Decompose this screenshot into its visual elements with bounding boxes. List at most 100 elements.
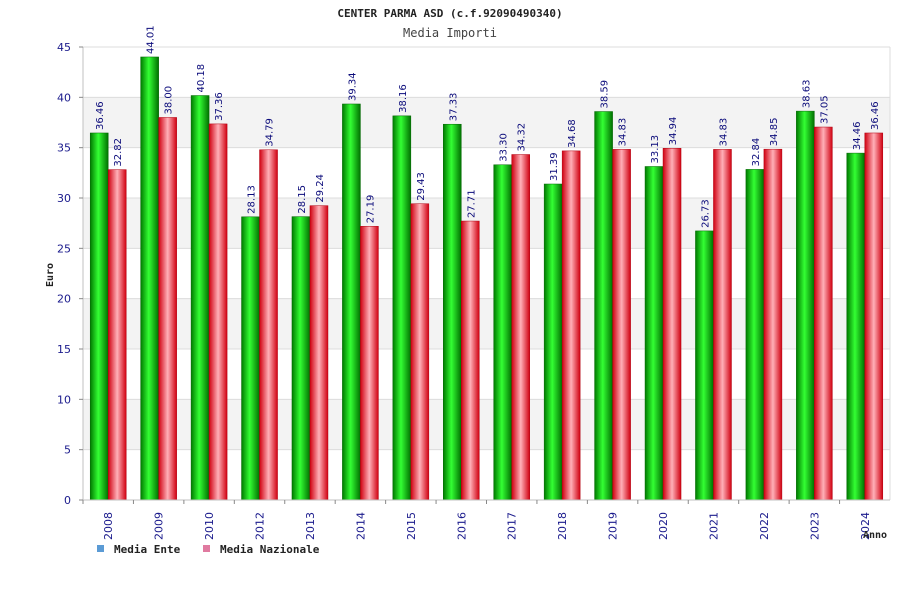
bar-media-nazionale [410, 203, 430, 501]
y-tick-label: 45 [57, 41, 71, 54]
data-label: 34.85 [769, 118, 780, 147]
bar-media-nazionale [662, 148, 682, 501]
bar-media-ente [392, 115, 412, 501]
y-tick-label: 35 [57, 142, 71, 155]
x-tick-label: 2010 [203, 512, 216, 540]
bar-media-nazionale [259, 149, 278, 501]
data-label: 34.32 [517, 123, 528, 152]
x-tick-label: 2024 [859, 512, 872, 540]
data-label: 26.73 [700, 199, 711, 228]
x-tick-label: 2018 [556, 512, 569, 540]
data-label: 29.43 [416, 172, 427, 201]
bar-media-ente [241, 216, 260, 501]
data-label: 37.33 [448, 93, 459, 122]
y-tick-label: 10 [57, 393, 71, 406]
bar-media-ente [695, 230, 714, 501]
bar-media-nazionale [814, 126, 833, 501]
data-label: 32.84 [751, 138, 762, 167]
data-label: 34.46 [852, 121, 863, 150]
x-tick-label: 2015 [405, 512, 418, 540]
x-tick-label: 2013 [304, 512, 317, 540]
y-tick-label: 30 [57, 192, 71, 205]
bar-media-ente [543, 183, 563, 501]
bar-media-nazionale [511, 154, 530, 501]
chart-subtitle: Media Importi [403, 26, 497, 40]
data-label: 29.24 [315, 174, 326, 203]
data-label: 39.34 [347, 72, 358, 101]
legend-swatch-media-ente [97, 545, 104, 552]
x-tick-label: 2023 [808, 512, 821, 540]
data-label: 44.01 [146, 25, 157, 54]
y-tick-label: 5 [64, 444, 71, 457]
y-tick-label: 20 [57, 293, 71, 306]
x-tick-label: 2020 [657, 512, 670, 540]
bar-media-ente [594, 111, 613, 501]
legend-label-media-ente: Media Ente [114, 543, 181, 556]
bar-media-ente [796, 110, 815, 501]
bar-media-nazionale [107, 169, 127, 501]
bar-media-ente [443, 123, 462, 501]
y-tick-label: 25 [57, 242, 71, 255]
data-label: 34.94 [668, 117, 679, 146]
bar-media-nazionale [864, 132, 884, 501]
bar-media-nazionale [713, 149, 732, 501]
bar-media-nazionale [612, 149, 631, 501]
y-axis-ticks: 0 5 10 15 20 25 30 35 40 45 [57, 41, 83, 507]
x-tick-label: 2022 [758, 512, 771, 540]
data-label: 28.13 [247, 185, 258, 214]
data-label: 34.83 [718, 118, 729, 147]
y-tick-label: 15 [57, 343, 71, 356]
bar-media-nazionale [763, 148, 783, 501]
data-label: 38.59 [600, 80, 611, 109]
y-tick-label: 0 [64, 494, 71, 507]
bar-media-ente [291, 216, 311, 501]
data-label: 27.71 [466, 189, 477, 218]
data-label: 27.19 [365, 195, 376, 224]
bar-media-ente [342, 103, 361, 501]
data-label: 37.36 [214, 92, 225, 121]
x-axis-ticks: 2008 2009 2010 2012 2013 2014 2015 2016 2017 2018… [82, 500, 872, 540]
data-label: 38.63 [801, 79, 812, 108]
data-label: 36.46 [95, 101, 106, 130]
data-label: 32.82 [113, 138, 124, 167]
bar-media-nazionale [309, 205, 329, 501]
data-labels: 36.46 32.82 44.01 38.00 40.18 37.36 28.13 34.79… [95, 25, 881, 228]
bar-media-nazionale [461, 220, 480, 501]
bar-media-nazionale [360, 226, 379, 501]
legend-label-media-nazionale: Media Nazionale [220, 543, 320, 556]
data-label: 40.18 [196, 64, 207, 93]
x-tick-label: 2012 [254, 512, 267, 540]
data-label: 37.05 [819, 95, 830, 124]
bar-media-ente [644, 166, 664, 501]
data-label: 38.16 [398, 84, 409, 113]
x-tick-label: 2014 [354, 512, 367, 540]
bar-media-nazionale [208, 123, 228, 501]
data-label: 36.46 [870, 101, 881, 130]
legend: Media Ente Media Nazionale [97, 543, 320, 556]
bar-media-ente [493, 164, 512, 501]
bar-media-nazionale [158, 117, 177, 501]
x-tick-label: 2017 [506, 512, 519, 540]
bar-media-ente [140, 56, 159, 501]
x-axis-title: Anno [863, 530, 887, 541]
bar-media-ente [745, 169, 765, 501]
data-label: 31.39 [549, 152, 560, 181]
bar-media-nazionale [561, 150, 581, 501]
data-label: 34.83 [618, 118, 629, 147]
chart-title: CENTER PARMA ASD (c.f.92090490340) [337, 7, 562, 20]
data-label: 34.68 [567, 119, 578, 148]
data-label: 33.30 [499, 133, 510, 162]
legend-swatch-media-nazionale [203, 545, 210, 552]
bars [89, 56, 884, 501]
x-tick-label: 2016 [455, 512, 468, 540]
bar-media-ente [846, 152, 866, 501]
y-axis-title: Euro [45, 263, 56, 287]
data-label: 33.13 [650, 135, 661, 164]
x-tick-label: 2019 [607, 512, 620, 540]
x-tick-label: 2008 [102, 512, 115, 540]
data-label: 28.15 [297, 185, 308, 214]
bar-media-ente [89, 132, 109, 501]
data-label: 38.00 [164, 86, 175, 115]
